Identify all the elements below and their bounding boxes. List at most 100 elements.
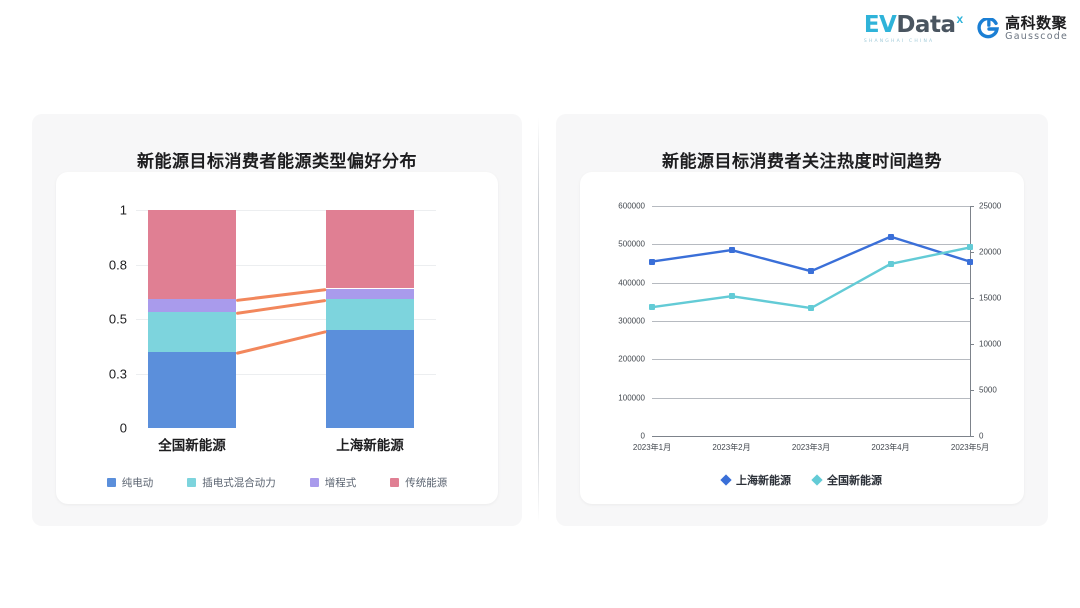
- legend-swatch-icon: [390, 478, 400, 487]
- gausscode-name-cn: 高科数聚: [1005, 15, 1068, 33]
- panel-trend: 新能源目标消费者关注热度时间趋势 0 100000 200000 300000 4000…: [556, 114, 1048, 526]
- bar-chart-plot: 1 0.8 0.5 0.3 0: [109, 203, 436, 436]
- legend-item[interactable]: 插电式混合动力: [187, 475, 276, 490]
- y-axis-tick-label: 1: [119, 202, 127, 218]
- gridline: [652, 397, 970, 399]
- gridline: [652, 359, 970, 361]
- x-axis-tick-label: 2023年4月: [871, 443, 910, 452]
- right-axis-tick: [970, 344, 974, 345]
- evdata-letter-e: EVData: [863, 12, 956, 38]
- line-series-path: [651, 246, 971, 310]
- legend-item[interactable]: 全国新能源: [811, 472, 882, 488]
- chart-card-preference: 1 0.8 0.5 0.3 0 全国新能源 上海新能源 纯电动 插电式混合动力 增程式 传统能源: [56, 172, 498, 504]
- bar-connector-line: [235, 329, 327, 355]
- legend-marker-icon: [720, 474, 732, 486]
- brand-header: EVData x SHANGHAI CHINA 高科数聚 Gausscode: [863, 12, 1068, 44]
- line-chart-legend: 上海新能源 全国新能源: [580, 472, 1024, 488]
- gridline: [652, 321, 970, 322]
- legend-item[interactable]: 传统能源: [390, 475, 447, 490]
- bar-segment[interactable]: [148, 299, 236, 313]
- right-y-axis-tick-label: 25000: [979, 201, 1002, 211]
- x-axis-spine: [652, 436, 970, 437]
- left-y-axis-tick-label: 0: [640, 431, 645, 441]
- evdata-tagline: SHANGHAI CHINA: [863, 39, 935, 44]
- data-point-marker[interactable]: [887, 233, 894, 240]
- bar-segment[interactable]: [326, 329, 414, 428]
- bar-segment[interactable]: [148, 210, 236, 300]
- panel-divider: [538, 118, 539, 522]
- panel-preference: 新能源目标消费者能源类型偏好分布 1 0.8 0.5 0.3 0 全国新能源 上海新能源 …: [32, 114, 522, 526]
- data-point-marker[interactable]: [808, 268, 814, 275]
- gausscode-logo: 高科数聚 Gausscode: [977, 16, 1068, 42]
- data-point-marker[interactable]: [728, 247, 735, 254]
- gausscode-name-en: Gausscode: [1005, 30, 1068, 42]
- legend-swatch-icon: [106, 478, 116, 487]
- legend-label: 纯电动: [121, 477, 154, 489]
- legend-item[interactable]: 纯电动: [106, 475, 154, 490]
- gridline: [652, 282, 970, 284]
- legend-label: 上海新能源: [736, 475, 791, 487]
- evdata-superscript: x: [956, 12, 964, 26]
- data-point-marker[interactable]: [649, 304, 655, 311]
- legend-swatch-icon: [309, 478, 319, 487]
- gridline: [652, 244, 970, 246]
- left-y-axis-tick-label: 500000: [618, 239, 645, 249]
- gridline: [136, 264, 436, 266]
- y-axis-tick-label: 0: [119, 420, 127, 436]
- right-axis-tick: [970, 206, 974, 207]
- page-title-trend: 新能源目标消费者关注热度时间趋势: [662, 152, 942, 172]
- bar-column[interactable]: [326, 210, 414, 428]
- right-y-axis-tick-label: 0: [979, 431, 984, 441]
- bar-segment[interactable]: [148, 351, 236, 428]
- x-axis-tick-label: 全国新能源: [158, 438, 226, 453]
- x-axis-tick-label: 上海新能源: [336, 438, 404, 453]
- right-axis-tick: [970, 252, 974, 253]
- legend-label: 全国新能源: [827, 475, 882, 487]
- bar-column[interactable]: [148, 210, 236, 428]
- x-axis-tick-label: 2023年1月: [632, 443, 672, 452]
- bar-segment[interactable]: [326, 210, 414, 289]
- data-point-marker[interactable]: [728, 293, 735, 300]
- y-axis-tick-label: 0.8: [108, 257, 127, 272]
- bar-segment[interactable]: [326, 288, 414, 300]
- gausscode-text: 高科数聚 Gausscode: [1005, 16, 1068, 42]
- left-y-axis-tick-label: 300000: [618, 316, 645, 326]
- legend-label: 传统能源: [405, 477, 448, 489]
- legend-item[interactable]: 上海新能源: [720, 472, 791, 488]
- data-point-marker[interactable]: [887, 260, 894, 267]
- data-point-marker[interactable]: [808, 305, 814, 312]
- page-title-preference: 新能源目标消费者能源类型偏好分布: [137, 152, 417, 172]
- line-chart-plot: 0 100000 200000 300000 400000 500000 600000 0 50…: [618, 202, 1001, 441]
- x-axis-tick-label: 2023年5月: [950, 443, 990, 452]
- right-axis-tick: [970, 298, 974, 299]
- right-y-axis-tick-label: 15000: [979, 293, 1002, 303]
- gridline: [136, 210, 436, 211]
- x-axis-tick-label: 2023年3月: [791, 443, 831, 452]
- left-y-axis-tick-label: 400000: [618, 278, 645, 288]
- gausscode-mark-icon: [977, 16, 1000, 40]
- legend-label: 增程式: [324, 477, 357, 489]
- legend-marker-icon: [811, 474, 823, 486]
- y-axis-tick-label: 0.3: [108, 366, 127, 381]
- data-point-marker[interactable]: [967, 258, 973, 265]
- left-y-axis-tick-label: 600000: [618, 201, 645, 211]
- evdata-wordmark: EVData x: [863, 12, 964, 38]
- gridline: [652, 206, 970, 207]
- legend-label: 插电式混合动力: [202, 477, 276, 489]
- bar-connector-line: [235, 299, 327, 315]
- line-series-path: [651, 235, 971, 273]
- x-axis-tick-label: 2023年2月: [712, 443, 751, 452]
- right-axis-spine: [970, 206, 971, 436]
- legend-swatch-icon: [187, 478, 197, 487]
- chart-card-trend: 0 100000 200000 300000 400000 500000 600000 0 50…: [580, 172, 1024, 504]
- bar-segment[interactable]: [148, 312, 236, 352]
- right-y-axis-tick-label: 20000: [979, 247, 1002, 257]
- legend-item[interactable]: 增程式: [309, 475, 357, 490]
- right-y-axis-tick-label: 10000: [979, 339, 1002, 349]
- right-y-axis-tick-label: 5000: [979, 385, 997, 395]
- data-point-marker[interactable]: [649, 258, 655, 265]
- bar-segment[interactable]: [326, 299, 414, 330]
- data-point-marker[interactable]: [967, 244, 973, 251]
- panels-container: 新能源目标消费者能源类型偏好分布 1 0.8 0.5 0.3 0 全国新能源 上海新能源 …: [0, 114, 1080, 526]
- line-series-group: [651, 235, 971, 310]
